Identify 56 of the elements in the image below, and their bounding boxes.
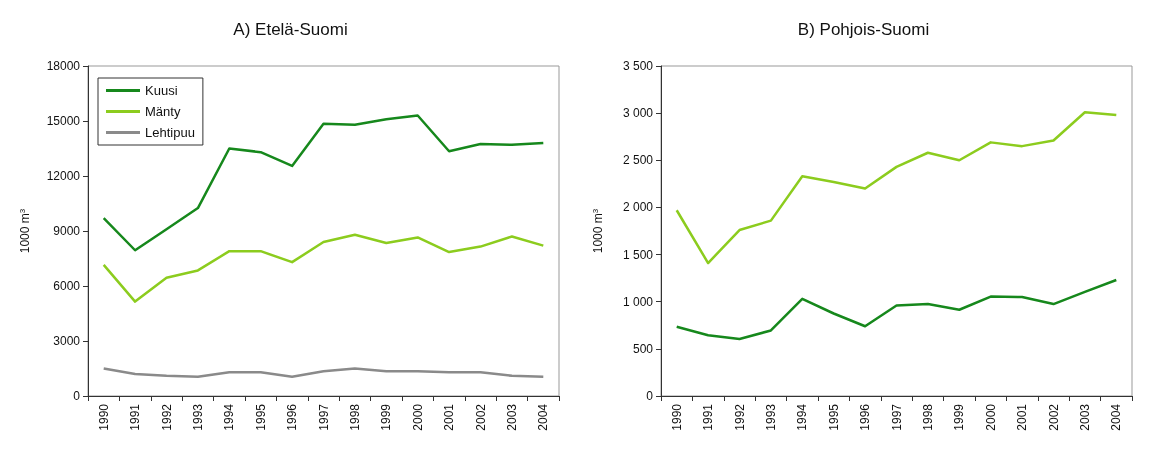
- y-tick-label: 3000: [53, 334, 81, 348]
- x-tick-label: 1991: [128, 403, 143, 431]
- y-tick-label: 18000: [46, 59, 81, 73]
- line-series: [102, 367, 545, 378]
- y-axis-title: 1000 m3: [590, 208, 605, 254]
- legend-label: Kuusi: [145, 83, 178, 98]
- y-tick-label: 15000: [46, 114, 81, 128]
- line-series: [675, 278, 1118, 341]
- chart-title: B) Pohjois-Suomi: [797, 20, 930, 39]
- x-tick-label: 1995: [826, 403, 841, 431]
- y-axis-title: 1000 m3: [17, 208, 32, 254]
- x-tick-label: 2003: [504, 403, 519, 431]
- x-tick-label: 2003: [1077, 403, 1092, 431]
- x-tick-label: 1991: [701, 403, 716, 431]
- y-tick-label: 6000: [53, 279, 81, 293]
- x-tick-label: 1999: [379, 403, 394, 431]
- y-tick-label: 12000: [46, 169, 81, 183]
- line-series: [102, 233, 545, 303]
- x-tick-label: 1996: [858, 403, 873, 431]
- y-tick-label: 0: [73, 389, 81, 403]
- x-tick-label: 1994: [795, 403, 810, 431]
- x-tick-label: 1998: [920, 403, 935, 431]
- x-tick-label: 1997: [889, 403, 904, 431]
- y-tick-label: 1 500: [622, 247, 654, 262]
- y-tick-label: 2 500: [622, 153, 654, 168]
- x-tick-label: 2000: [983, 403, 998, 431]
- y-tick-label: 9000: [53, 224, 81, 238]
- x-tick-label: 1995: [253, 403, 268, 431]
- x-tick-label: 2004: [1109, 403, 1124, 431]
- x-tick-label: 2002: [1046, 403, 1061, 431]
- legend-label: Lehtipuu: [145, 125, 195, 140]
- y-tick-label: 3 500: [622, 59, 654, 73]
- x-tick-label: 1993: [190, 403, 205, 431]
- x-tick-label: 2001: [442, 403, 457, 431]
- y-tick-label: 3 000: [622, 106, 654, 121]
- y-tick-label: 0: [646, 389, 654, 403]
- x-tick-label: 1994: [222, 403, 237, 431]
- x-tick-label: 2000: [410, 403, 425, 431]
- x-tick-label: 1990: [96, 403, 111, 431]
- chart-title: A) Etelä-Suomi: [233, 20, 348, 39]
- line-series: [675, 110, 1118, 265]
- x-tick-label: 1998: [347, 403, 362, 431]
- y-tick-label: 1 000: [622, 294, 654, 309]
- x-tick-label: 1997: [316, 403, 331, 431]
- x-tick-label: 1996: [285, 403, 300, 431]
- x-tick-label: 2002: [473, 403, 488, 431]
- y-tick-label: 500: [632, 341, 654, 356]
- x-tick-label: 1992: [159, 403, 174, 431]
- x-tick-label: 1993: [763, 403, 778, 431]
- legend-label: Mänty: [145, 104, 181, 119]
- x-tick-label: 1999: [952, 403, 967, 431]
- x-tick-label: 1990: [669, 403, 684, 431]
- x-tick-label: 2001: [1015, 403, 1030, 431]
- y-tick-label: 2 000: [622, 200, 654, 215]
- x-tick-label: 1992: [732, 403, 747, 431]
- x-tick-label: 2004: [536, 403, 551, 431]
